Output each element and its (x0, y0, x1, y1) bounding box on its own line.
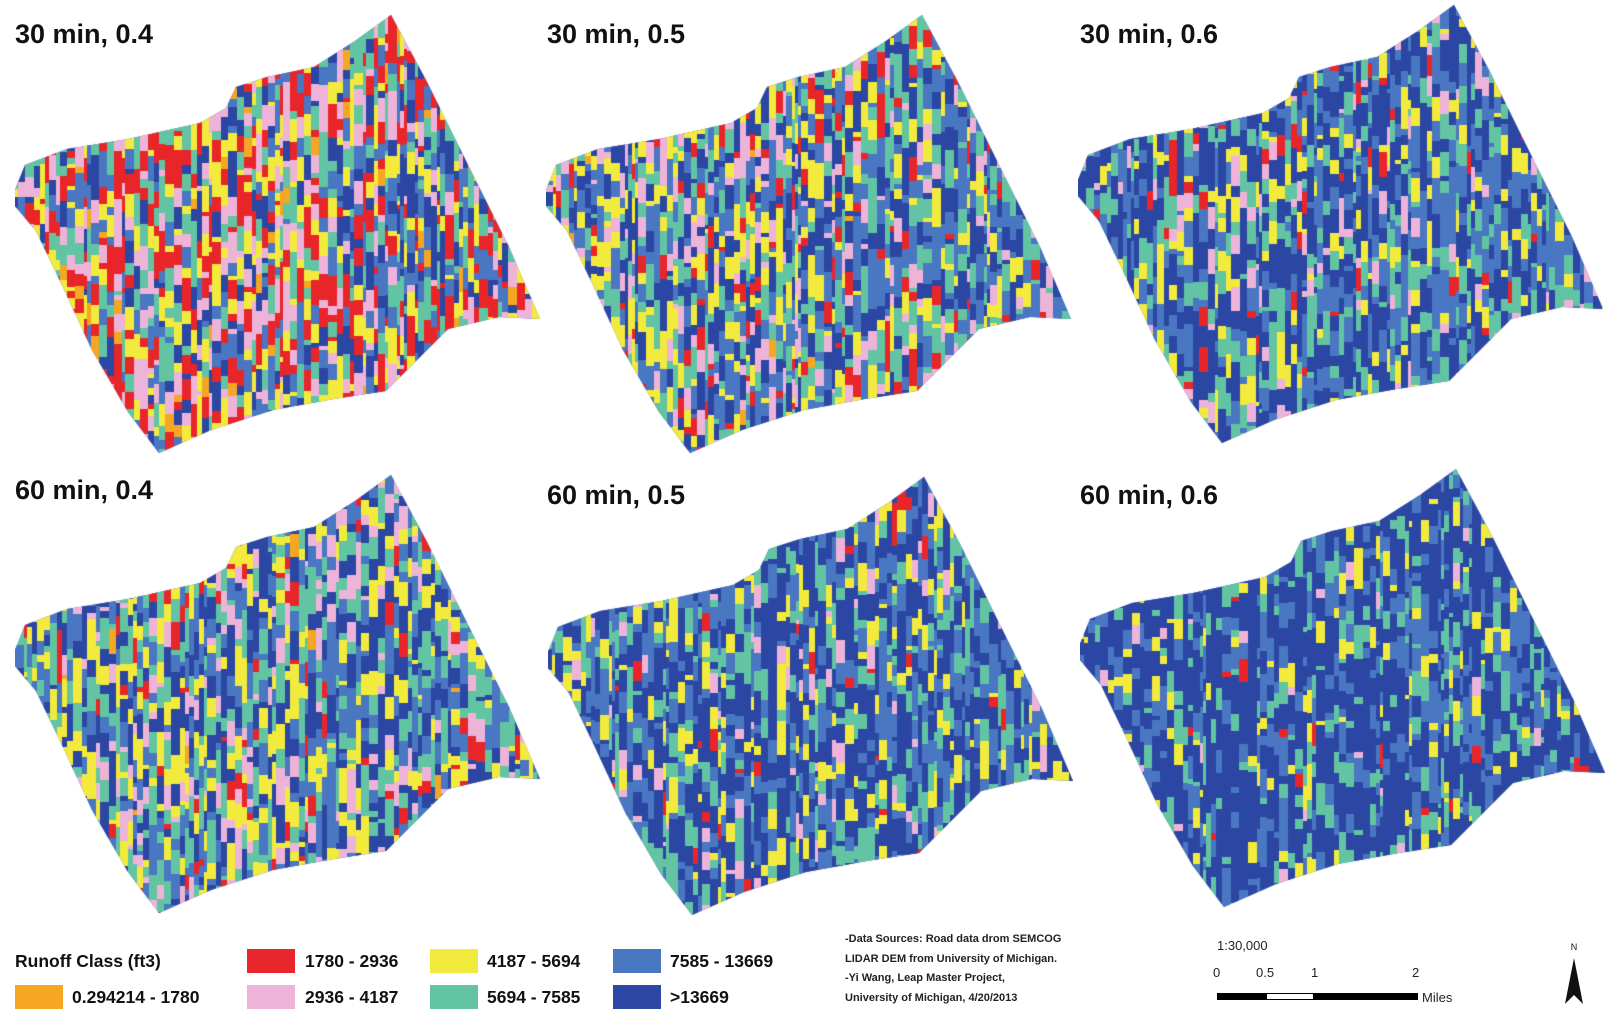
legend-swatch (430, 949, 478, 973)
runoff-map-60min-0-5 (548, 472, 1073, 927)
credits-line: -Data Sources: Road data drom SEMCOG (845, 933, 1062, 945)
legend-class-label: 1780 - 2936 (305, 951, 399, 971)
credits-line: University of Michigan, 4/20/2013 (845, 991, 1018, 1004)
scale-bar-segment (1314, 993, 1418, 1000)
legend-class-label: 0.294214 - 1780 (72, 987, 200, 1007)
runoff-map-30min-0-4 (15, 10, 540, 465)
panel-title: 30 min, 0.6 (1080, 19, 1219, 49)
runoff-map-60min-0-6 (1080, 464, 1605, 919)
legend-swatch (430, 985, 478, 1009)
credits-line: LIDAR DEM from University of Michigan. (845, 952, 1058, 965)
legend-swatch (613, 985, 661, 1009)
scale-unit: Miles (1422, 990, 1453, 1005)
runoff-map-30min-0-5 (546, 10, 1071, 465)
legend-class-label: 4187 - 5694 (487, 951, 581, 971)
panel-title: 60 min, 0.6 (1080, 480, 1219, 510)
legend-class-label: 7585 - 13669 (670, 951, 774, 971)
legend-title: Runoff Class (ft3) (15, 951, 161, 971)
legend-class-label: 5694 - 7585 (487, 987, 581, 1007)
scale-tick-label: 0.5 (1256, 965, 1275, 980)
north-arrowhead (1565, 958, 1583, 1004)
north-arrow-icon: N (1565, 942, 1583, 1004)
scale-ratio: 1:30,000 (1217, 938, 1268, 953)
scale-tick-label: 0 (1213, 965, 1221, 980)
panel-title: 30 min, 0.5 (547, 19, 686, 49)
scale-bar-segment (1217, 993, 1266, 1000)
panel-title: 60 min, 0.4 (15, 475, 154, 505)
legend-class-label: >13669 (670, 987, 729, 1007)
scale-tick-label: 2 (1412, 965, 1420, 980)
legend-swatch (247, 949, 295, 973)
north-label: N (1571, 942, 1578, 952)
legend-swatch (613, 949, 661, 973)
data-sources-credits: -Data Sources: Road data drom SEMCOG LID… (845, 930, 1061, 1008)
scale-bar-segment (1266, 993, 1314, 1000)
panel-title: 60 min, 0.5 (547, 480, 686, 510)
panel-title: 30 min, 0.4 (15, 19, 154, 49)
runoff-map-30min-0-6 (1078, 0, 1603, 455)
legend-class-label: 2936 - 4187 (305, 987, 399, 1007)
legend-swatch (247, 985, 295, 1009)
legend-swatch (15, 985, 63, 1009)
scale-tick-label: 1 (1311, 965, 1319, 980)
runoff-map-60min-0-4 (15, 470, 540, 925)
credits-line: -Yi Wang, Leap Master Project, (845, 972, 1005, 984)
